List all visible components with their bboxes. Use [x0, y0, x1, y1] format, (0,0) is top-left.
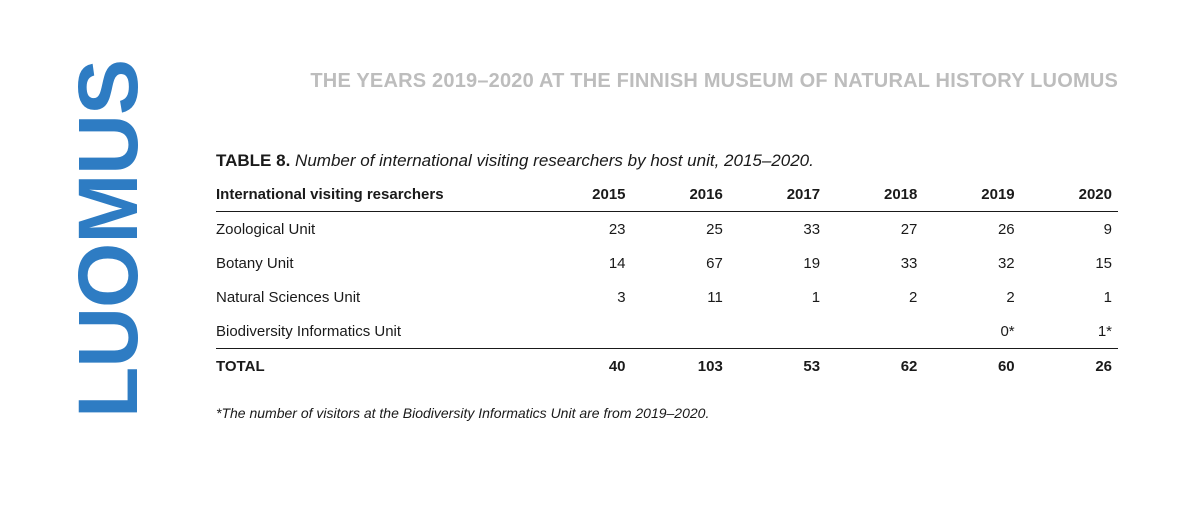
table-row: Zoological Unit 23 25 33 27 26 9: [216, 212, 1118, 247]
cell-2019: 32: [997, 254, 1015, 272]
cell-2015: 14: [608, 254, 626, 272]
cell-2016: 25: [706, 220, 723, 238]
visiting-researchers-table: International visiting resarchers 2015 2…: [216, 178, 1118, 383]
cell-2018: 33: [900, 254, 918, 272]
cell-2017: 1: [811, 288, 821, 306]
table-label: TABLE 8.: [216, 151, 291, 170]
total-2015: 40: [608, 357, 626, 375]
table-row: Biodiversity Informatics Unit 0* 1*: [216, 314, 1118, 349]
table-row: Botany Unit 14 67 19 33 32 15: [216, 246, 1118, 280]
cell-2019: 0*: [1000, 322, 1015, 340]
total-2016: 103: [697, 357, 723, 375]
luomus-logo: LUOMUS: [61, 60, 155, 418]
total-2019: 60: [997, 357, 1015, 375]
column-header-2018: 2018: [884, 186, 918, 203]
cell-2017: 33: [803, 220, 821, 238]
cell-2018: 2: [909, 288, 918, 306]
row-unit-name: Natural Sciences Unit: [216, 288, 361, 306]
cell-2015: 23: [608, 220, 626, 238]
cell-2016: [634, 314, 731, 349]
cell-2020: 1*: [1097, 322, 1112, 340]
cell-2015: 3: [617, 288, 626, 306]
cell-2018: [828, 314, 925, 349]
table-total-row: TOTAL 40 103 53 62 60 26: [216, 348, 1118, 384]
cell-2017: 19: [803, 254, 821, 272]
cell-2019: 2: [1006, 288, 1015, 306]
table-row: Natural Sciences Unit 3 11 1 2 2 1: [216, 280, 1118, 314]
total-2017: 53: [803, 357, 821, 375]
row-unit-name: Zoological Unit: [216, 220, 316, 238]
column-header-2019: 2019: [981, 186, 1015, 203]
column-header-2020: 2020: [1078, 186, 1112, 203]
cell-2016: 67: [706, 254, 723, 272]
table-caption-text: Number of international visiting researc…: [295, 151, 814, 170]
column-header-unit: International visiting resarchers: [216, 186, 444, 203]
cell-2019: 26: [997, 220, 1015, 238]
row-unit-name: Botany Unit: [216, 254, 294, 272]
column-header-2015: 2015: [592, 186, 626, 203]
cell-2017: [731, 314, 828, 349]
page-header: THE YEARS 2019–2020 AT THE FINNISH MUSEU…: [310, 70, 1118, 92]
column-header-2016: 2016: [689, 186, 723, 203]
cell-2015: [536, 314, 633, 349]
table-caption: TABLE 8. Number of international visitin…: [216, 151, 814, 171]
row-unit-name: Biodiversity Informatics Unit: [216, 322, 402, 340]
luomus-logo-text: LUOMUS: [61, 60, 156, 418]
total-2020: 26: [1095, 357, 1112, 375]
column-header-2017: 2017: [786, 186, 821, 203]
cell-2020: 1: [1103, 288, 1112, 306]
cell-2020: 15: [1095, 254, 1112, 272]
cell-2016: 11: [707, 288, 723, 306]
cell-2020: 9: [1103, 220, 1112, 238]
total-2018: 62: [900, 357, 918, 375]
total-label: TOTAL: [216, 357, 265, 375]
table-header-row: International visiting resarchers 2015 2…: [216, 178, 1118, 212]
table-footnote: *The number of visitors at the Biodivers…: [216, 405, 710, 421]
cell-2018: 27: [900, 220, 918, 238]
